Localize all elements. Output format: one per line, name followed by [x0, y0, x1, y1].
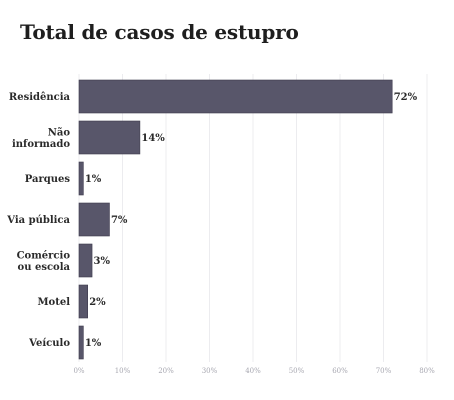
category-label: Via pública: [6, 215, 70, 226]
x-tick-label: 40%: [245, 367, 261, 375]
value-label: 1%: [85, 174, 102, 185]
bars: [78, 79, 393, 360]
chart-title: Total de casos de estupro: [20, 20, 299, 44]
value-label: 14%: [141, 133, 165, 144]
bar: [78, 325, 84, 360]
bar: [78, 79, 393, 114]
bar: [78, 202, 110, 237]
x-tick-label: 50%: [289, 367, 305, 375]
x-tick-label: 70%: [376, 367, 392, 375]
category-label: Não: [48, 127, 71, 138]
x-tick-label: 20%: [158, 367, 174, 375]
x-tick-label: 10%: [115, 367, 131, 375]
bar: [78, 120, 141, 155]
category-label: Motel: [37, 297, 70, 308]
value-label: 7%: [111, 215, 128, 226]
value-label: 1%: [85, 338, 102, 349]
gridlines: [78, 74, 428, 362]
category-label: Comércio: [17, 250, 71, 261]
value-label: 72%: [394, 92, 418, 103]
x-tick-label: 0%: [73, 367, 84, 375]
category-label: informado: [12, 139, 70, 150]
category-label: Parques: [25, 174, 71, 185]
bar: [78, 161, 84, 196]
category-label: Veículo: [28, 338, 70, 349]
value-label: 3%: [94, 256, 111, 267]
x-tick-label: 60%: [332, 367, 348, 375]
bar: [78, 284, 88, 319]
x-tick-label: 80%: [419, 367, 435, 375]
value-labels: 72% 14% 1% 7% 3% 2% 1%: [85, 92, 418, 349]
x-tick-label: 30%: [202, 367, 218, 375]
category-label: Residência: [9, 92, 71, 103]
category-label: ou escola: [18, 262, 71, 273]
bar: [78, 243, 93, 278]
value-label: 2%: [89, 297, 106, 308]
x-tick-labels: 0% 10% 20% 30% 40% 50% 60% 70% 80%: [73, 367, 435, 375]
